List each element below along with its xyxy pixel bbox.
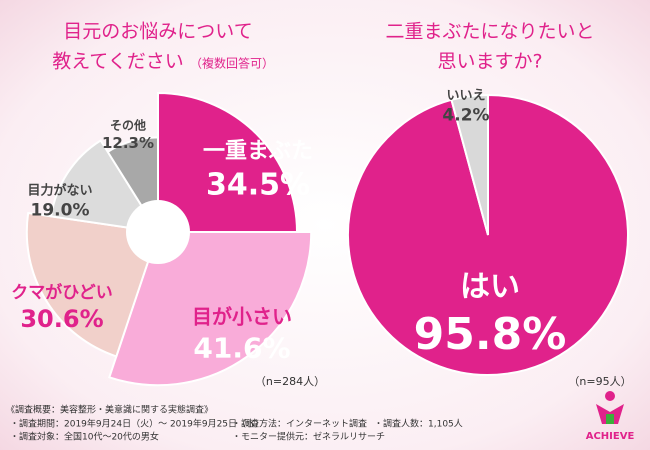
value-label: 4.2%	[442, 106, 489, 126]
category-label: クマがひどい	[11, 282, 113, 303]
value-label: 19.0%	[31, 201, 90, 221]
value-label: 34.5%	[206, 168, 310, 203]
category-label: いいえ	[446, 89, 485, 104]
right-note: （n=95人）	[568, 375, 631, 388]
right-title-2: 思いますか?	[437, 51, 542, 73]
category-label: はい	[460, 270, 520, 305]
left-note: （n=284人）	[255, 375, 325, 388]
footer-item: ・調査人数：1,105人	[374, 418, 463, 430]
footer-item: ・調査期間：2019年9月24日（火）～ 2019年9月25日（水）	[10, 418, 264, 430]
rose-sector	[108, 231, 313, 387]
value-label: 41.6%	[193, 332, 290, 365]
logo-block	[606, 414, 614, 424]
logo-text: ACHIEVE	[586, 431, 635, 442]
category-label: 一重まぶた	[203, 139, 313, 164]
left-title-2: 教えてください	[52, 51, 183, 73]
rose-sector	[157, 91, 299, 233]
rose-sector	[50, 139, 160, 234]
rose-sector	[25, 211, 160, 358]
right-title-1: 二重まぶたになりたいと	[385, 21, 594, 43]
category-label: その他	[110, 118, 146, 133]
footer: 《調査概要：美容整形・美意識に関する実態調査》 ・調査期間：2019年9月24日…	[6, 404, 463, 443]
footer-item: ・調査方法：インターネット調査	[232, 418, 367, 430]
category-label: 目力がない	[27, 183, 92, 199]
footer-item: ・調査対象：全国10代～20代の男女	[10, 431, 159, 443]
category-label: 目が小さい	[192, 305, 292, 329]
left-subtitle: （複数回答可）	[190, 56, 274, 71]
donut-hole	[126, 200, 190, 264]
logo-head	[605, 391, 615, 401]
pie-slice	[450, 93, 489, 236]
logo: ACHIEVE	[586, 391, 635, 442]
footer-heading: 《調査概要：美容整形・美意識に関する実態調査》	[6, 404, 213, 416]
value-label: 95.8%	[414, 309, 567, 360]
left-title-1: 目元のお悩みについて	[63, 21, 252, 43]
footer-item: ・モニター提供元：ゼネラルリサーチ	[232, 431, 385, 443]
value-label: 12.3%	[102, 134, 154, 152]
value-label: 30.6%	[20, 305, 103, 333]
